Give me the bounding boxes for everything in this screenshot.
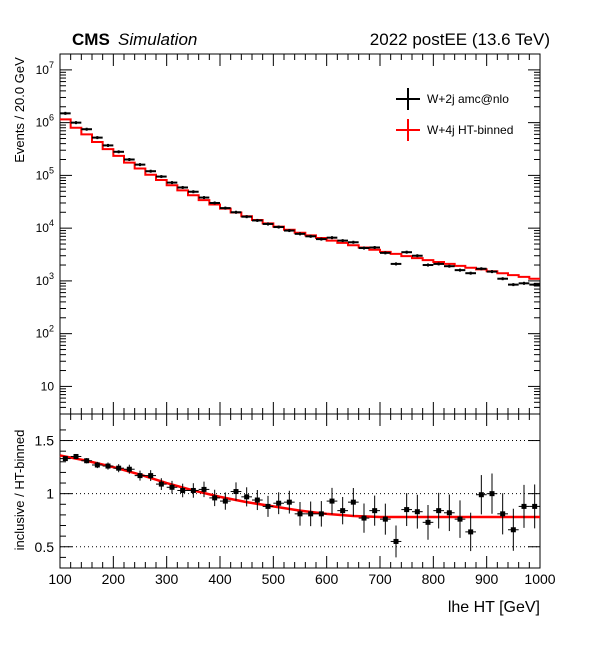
- ratio-point: [286, 499, 292, 505]
- y-tick-label: 102: [36, 324, 54, 341]
- ratio-point: [489, 491, 495, 497]
- ratio-point: [500, 511, 506, 517]
- ratio-point: [510, 527, 516, 533]
- y-tick-exponent: 5: [49, 165, 54, 175]
- ratio-point: [308, 511, 314, 517]
- ratio-point: [372, 508, 378, 514]
- y-tick-label: 103: [36, 271, 54, 288]
- ratio-point: [222, 498, 228, 504]
- ratio-point: [105, 463, 111, 469]
- ratio-point: [94, 462, 100, 468]
- y-tick-label: 106: [36, 113, 54, 130]
- series-htbinned-step: [60, 118, 540, 280]
- ratio-point: [180, 487, 186, 493]
- ratio-point: [478, 492, 484, 498]
- x-tick-label: 800: [422, 571, 446, 587]
- x-axis-title: lhe HT [GeV]: [448, 599, 540, 616]
- x-tick-label: 400: [208, 571, 232, 587]
- legend-label-inclusive: W+2j amc@nlo: [427, 92, 509, 106]
- ratio-point: [158, 481, 164, 487]
- ratio-point: [521, 503, 527, 509]
- ratio-point: [318, 511, 324, 517]
- run-label: 2022 postEE (13.6 TeV): [370, 30, 550, 49]
- main-y-axis-title: Events / 20.0 GeV: [12, 57, 27, 163]
- ratio-point: [425, 519, 431, 525]
- ratio-point: [340, 508, 346, 514]
- ratio-point: [393, 538, 399, 544]
- ratio-point: [457, 516, 463, 522]
- y-tick-label: 105: [36, 165, 54, 182]
- ratio-point: [532, 503, 538, 509]
- ratio-point: [361, 515, 367, 521]
- y-tick-label: 107: [36, 60, 54, 77]
- ratio-y-tick-label: 1: [46, 486, 54, 502]
- ratio-point: [233, 489, 239, 495]
- y-tick-label: 104: [36, 218, 54, 235]
- x-tick-label: 300: [155, 571, 179, 587]
- y-tick-exponent: 3: [49, 271, 54, 281]
- x-tick-label: 900: [475, 571, 499, 587]
- ratio-point: [73, 453, 79, 459]
- x-tick-label: 600: [315, 571, 339, 587]
- y-tick-label: 10: [41, 379, 55, 393]
- ratio-point: [414, 509, 420, 515]
- ratio-point: [265, 503, 271, 509]
- ratio-point: [62, 456, 68, 462]
- ratio-point: [276, 500, 282, 506]
- y-tick-exponent: 2: [49, 324, 54, 334]
- x-tick-label: 700: [368, 571, 392, 587]
- ratio-panel: 100 200 300 400 500 600 700 800 900 1000 0.5 1 1.5: [35, 414, 556, 587]
- x-tick-label: 500: [262, 571, 286, 587]
- x-tick-label: 200: [102, 571, 126, 587]
- ratio-point: [468, 529, 474, 535]
- ratio-point: [169, 484, 175, 490]
- y-tick-exponent: 4: [49, 218, 54, 228]
- ratio-point: [382, 516, 388, 522]
- ratio-point: [329, 498, 335, 504]
- ratio-point: [148, 473, 154, 479]
- ratio-point: [190, 487, 196, 493]
- ratio-point: [436, 508, 442, 514]
- cms-label: CMS: [72, 30, 110, 49]
- ratio-point: [84, 458, 90, 464]
- main-panel: 10 102 103 104 105 106 107: [36, 54, 541, 414]
- x-tick-label: 1000: [524, 571, 555, 587]
- simulation-label: Simulation: [118, 30, 197, 49]
- ratio-y-axis-title: inclusive / HT-binned: [12, 430, 27, 551]
- legend-label-htbinned: W+4j HT-binned: [427, 123, 513, 137]
- ratio-point: [212, 495, 218, 501]
- y-tick-exponent: 7: [49, 60, 54, 70]
- ratio-point: [350, 499, 356, 505]
- x-tick-label: 100: [48, 571, 72, 587]
- ratio-y-tick-label: 1.5: [35, 433, 55, 449]
- ratio-point: [126, 466, 132, 472]
- ratio-frame: [59, 413, 541, 569]
- ratio-point: [404, 507, 410, 513]
- ratio-point: [201, 486, 207, 492]
- ratio-point: [297, 511, 303, 517]
- ratio-point: [137, 473, 143, 479]
- ratio-point: [244, 494, 250, 500]
- ratio-y-tick-label: 0.5: [35, 539, 55, 555]
- ratio-point: [254, 497, 260, 503]
- ratio-point: [116, 465, 122, 471]
- y-tick-exponent: 6: [49, 113, 54, 123]
- ratio-point: [446, 510, 452, 516]
- legend: W+2j amc@nlo W+4j HT-binned: [396, 88, 513, 141]
